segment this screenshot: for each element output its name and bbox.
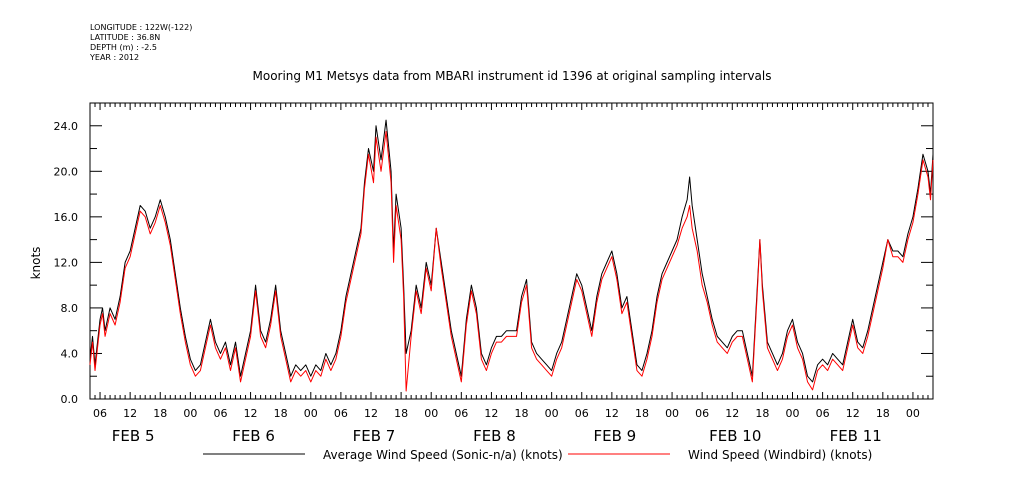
x-tick-label: 18: [635, 407, 649, 420]
x-tick-label: 06: [575, 407, 589, 420]
x-tick-label: 00: [183, 407, 197, 420]
x-tick-label: 06: [695, 407, 709, 420]
x-day-label: FEB 6: [232, 427, 275, 445]
y-axis-label: knots: [29, 247, 43, 280]
x-tick-label: 18: [274, 407, 288, 420]
x-day-label: FEB 9: [593, 427, 636, 445]
x-day-label: FEB 7: [353, 427, 396, 445]
meta-latitude: LATITUDE : 36.8N: [90, 33, 160, 42]
x-tick-label: 12: [605, 407, 619, 420]
x-tick-label: 06: [334, 407, 348, 420]
x-tick-label: 06: [93, 407, 107, 420]
x-tick-label: 12: [846, 407, 860, 420]
x-tick-label: 18: [153, 407, 167, 420]
x-tick-label: 00: [545, 407, 559, 420]
x-tick-label: 12: [123, 407, 137, 420]
x-tick-label: 06: [816, 407, 830, 420]
meta-block: LONGITUDE : 122W(-122) LATITUDE : 36.8N …: [89, 23, 192, 62]
series-average-wind-line: [89, 119, 934, 383]
legend: Average Wind Speed (Sonic-n/a) (knots) W…: [203, 448, 872, 462]
y-tick-label: 16.0: [54, 211, 79, 224]
x-day-label: FEB 8: [473, 427, 516, 445]
y-tick-label: 8.0: [61, 302, 79, 315]
x-tick-label: 12: [244, 407, 258, 420]
x-tick-label: 06: [213, 407, 227, 420]
x-tick-label: 00: [906, 407, 920, 420]
ticks-layer: 06 12 18 00 06 12 18 00 06 12 18 00 06 12 18 00 06 12 18 00…: [54, 102, 934, 445]
x-day-label: FEB 11: [830, 427, 882, 445]
x-day-label: FEB 10: [709, 427, 761, 445]
legend-label-windbird: Wind Speed (Windbird) (knots): [688, 448, 872, 462]
x-tick-label: 06: [454, 407, 468, 420]
x-tick-label: 00: [665, 407, 679, 420]
x-tick-label: 18: [876, 407, 890, 420]
plot-frame: [89, 102, 934, 400]
x-tick-label: 18: [394, 407, 408, 420]
x-tick-label: 12: [484, 407, 498, 420]
y-tick-label: 12.0: [54, 256, 79, 269]
x-tick-label: 12: [364, 407, 378, 420]
series-windbird-line: [89, 130, 934, 392]
x-tick-label: 18: [515, 407, 529, 420]
y-tick-label: 20.0: [54, 165, 79, 178]
y-tick-label: 24.0: [54, 120, 79, 133]
legend-label-average-wind: Average Wind Speed (Sonic-n/a) (knots): [323, 448, 563, 462]
x-tick-label: 00: [786, 407, 800, 420]
y-tick-label: 4.0: [61, 347, 79, 360]
meta-year: YEAR : 2012: [89, 53, 139, 62]
y-tick-label: 0.0: [61, 393, 79, 406]
chart-title: Mooring M1 Metsys data from MBARI instru…: [253, 69, 772, 83]
x-tick-label: 00: [304, 407, 318, 420]
meta-longitude: LONGITUDE : 122W(-122): [90, 23, 192, 32]
x-tick-label: 18: [755, 407, 769, 420]
x-day-label: FEB 5: [112, 427, 155, 445]
x-tick-label: 12: [725, 407, 739, 420]
meta-depth: DEPTH (m) : -2.5: [90, 43, 157, 52]
x-tick-label: 00: [424, 407, 438, 420]
series-layer: [89, 119, 934, 392]
